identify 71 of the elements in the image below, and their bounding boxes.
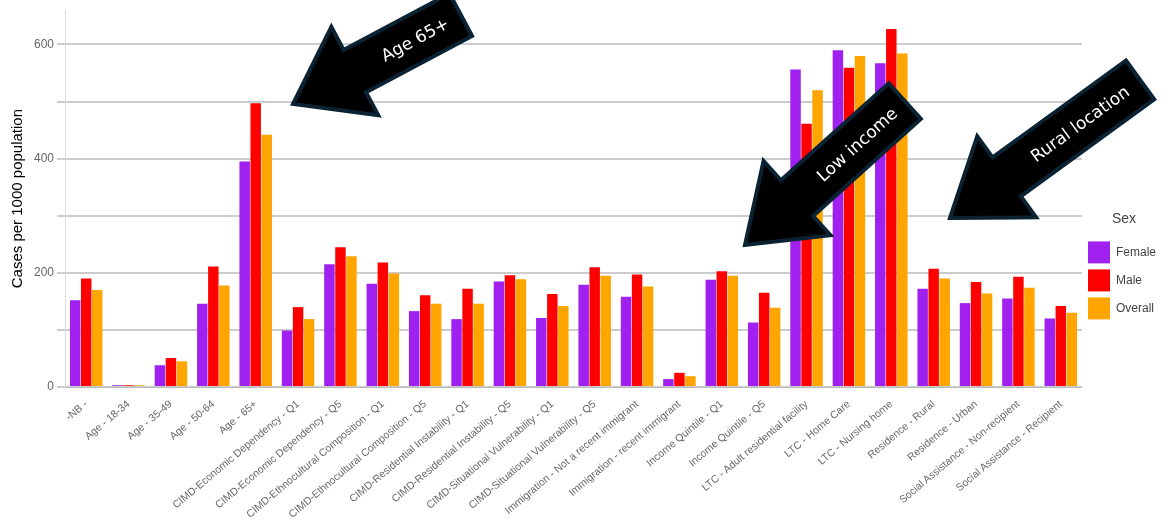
bar bbox=[620, 296, 632, 387]
y-tick-label: 0 bbox=[47, 379, 55, 394]
bar bbox=[758, 292, 770, 387]
bar bbox=[250, 103, 261, 387]
bar bbox=[747, 322, 759, 387]
bar bbox=[959, 303, 971, 387]
bar bbox=[600, 275, 611, 387]
bar bbox=[493, 281, 505, 387]
y-axis-title: Cases per 1000 population bbox=[8, 108, 26, 289]
bar bbox=[642, 286, 654, 387]
bar bbox=[473, 303, 484, 387]
annotation: Age 65+ bbox=[377, 12, 453, 66]
bar bbox=[685, 376, 696, 387]
bar bbox=[303, 319, 315, 387]
bar bbox=[727, 275, 739, 387]
bar bbox=[366, 283, 378, 387]
bar bbox=[451, 319, 462, 387]
bar bbox=[1002, 298, 1013, 387]
bar bbox=[419, 295, 431, 387]
bar bbox=[377, 262, 389, 387]
bar bbox=[663, 379, 674, 387]
bar bbox=[981, 293, 993, 387]
bar bbox=[239, 161, 250, 387]
legend-label: Overall bbox=[1115, 300, 1154, 315]
bar bbox=[1044, 318, 1056, 387]
bar bbox=[292, 307, 304, 387]
bar bbox=[558, 305, 569, 387]
bar bbox=[769, 307, 781, 387]
bar bbox=[970, 282, 982, 387]
bar bbox=[219, 285, 230, 387]
bar bbox=[408, 311, 420, 387]
bar bbox=[536, 317, 547, 387]
bar bbox=[631, 274, 643, 387]
bar bbox=[388, 273, 400, 387]
bar bbox=[674, 372, 685, 387]
bar bbox=[80, 278, 92, 387]
bar bbox=[716, 271, 728, 387]
bar bbox=[1013, 276, 1024, 387]
bar bbox=[176, 361, 188, 387]
bar bbox=[208, 266, 219, 387]
bar bbox=[515, 279, 527, 387]
bar bbox=[928, 268, 939, 387]
bar bbox=[69, 300, 81, 387]
bar bbox=[504, 275, 516, 387]
bar bbox=[197, 303, 208, 387]
bar bbox=[324, 264, 335, 387]
bar bbox=[91, 290, 103, 387]
y-tick-label: 200 bbox=[33, 265, 55, 280]
legend-label: Female bbox=[1115, 244, 1157, 259]
bar bbox=[335, 247, 346, 387]
bar bbox=[154, 365, 166, 387]
bar bbox=[578, 284, 589, 387]
y-tick-label: 400 bbox=[33, 150, 55, 165]
bar bbox=[165, 357, 177, 387]
bar bbox=[917, 288, 928, 387]
x-tick-label: -NB - bbox=[63, 397, 90, 423]
bar bbox=[462, 288, 473, 387]
bar bbox=[281, 330, 293, 387]
bar bbox=[430, 303, 442, 387]
bar bbox=[346, 256, 357, 387]
bar bbox=[939, 278, 950, 387]
bar bbox=[1024, 287, 1035, 387]
y-tick-label: 600 bbox=[33, 36, 55, 51]
legend-label: Male bbox=[1115, 272, 1143, 287]
bar bbox=[261, 134, 272, 387]
bar bbox=[705, 279, 717, 387]
bar bbox=[589, 267, 600, 387]
bar bbox=[547, 294, 558, 387]
bar bbox=[1066, 312, 1078, 387]
bar bbox=[1055, 305, 1067, 387]
legend-title: Sex bbox=[1111, 210, 1137, 227]
